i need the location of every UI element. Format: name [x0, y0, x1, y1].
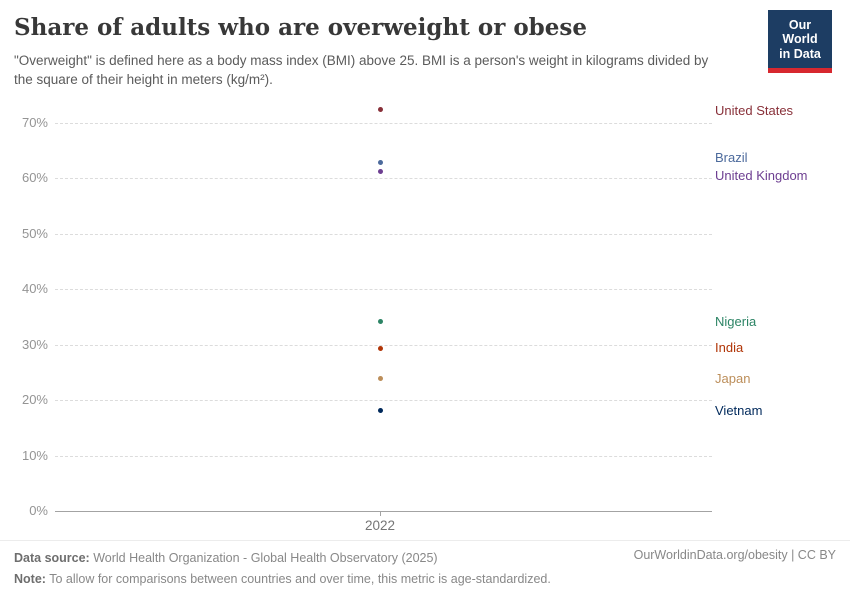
y-axis-tick-label: 0% [29, 503, 48, 518]
entity-label-vietnam[interactable]: Vietnam [715, 402, 763, 418]
y-gridline [55, 123, 712, 124]
entity-label-brazil[interactable]: Brazil [715, 149, 748, 165]
y-gridline [55, 233, 712, 235]
note-line: Note: To allow for comparisons between c… [14, 569, 836, 590]
owid-logo-line2: in Data [779, 46, 821, 61]
chart-footer: Data source: World Health Organization -… [14, 548, 836, 589]
owid-logo-line1: Our World [782, 18, 818, 47]
chart-title: Share of adults who are overweight or ob… [14, 14, 587, 41]
data-source-line: Data source: World Health Organization -… [14, 548, 836, 569]
x-axis-tick-label: 2022 [364, 518, 396, 533]
data-source-text: World Health Organization - Global Healt… [93, 551, 438, 565]
entity-label-nigeria[interactable]: Nigeria [715, 313, 757, 329]
y-axis-tick-label: 40% [21, 281, 48, 297]
chart-subtitle: "Overweight" is defined here as a body m… [14, 53, 709, 87]
y-axis-tick-label: 70% [21, 115, 48, 130]
credit-link[interactable]: OurWorldinData.org/obesity | CC BY [633, 548, 836, 562]
x-axis-line [55, 511, 712, 512]
entity-label-india[interactable]: India [715, 340, 744, 356]
owid-logo[interactable]: Our World in Data [768, 10, 832, 74]
y-axis-tick-label: 20% [21, 392, 48, 408]
y-axis-tick-label: 50% [21, 225, 48, 241]
footer-divider [0, 540, 850, 541]
data-point-united-kingdom[interactable] [377, 168, 383, 174]
data-point-japan[interactable] [377, 376, 383, 382]
data-point-brazil[interactable] [377, 160, 383, 166]
y-gridline [55, 289, 712, 291]
data-point-vietnam[interactable] [377, 408, 383, 414]
data-point-united-states[interactable] [377, 106, 383, 112]
y-axis-tick-label: 10% [21, 447, 48, 463]
note-text: To allow for comparisons between countri… [49, 571, 551, 586]
y-axis-tick-label: 60% [21, 170, 48, 186]
entity-label-united-kingdom[interactable]: United Kingdom [715, 168, 808, 184]
data-source-label: Data source: [14, 551, 90, 565]
data-point-nigeria[interactable] [377, 319, 383, 325]
y-axis-tick-label: 30% [21, 336, 48, 352]
note-label: Note: [14, 571, 46, 586]
y-gridline [55, 455, 712, 457]
y-gridline [55, 178, 712, 180]
entity-label-united-states[interactable]: United States [715, 103, 794, 119]
y-gridline [55, 344, 712, 346]
x-axis-tick-mark [380, 511, 381, 516]
data-point-india[interactable] [377, 345, 383, 351]
entity-label-japan[interactable]: Japan [715, 370, 751, 386]
y-gridline [55, 400, 712, 402]
